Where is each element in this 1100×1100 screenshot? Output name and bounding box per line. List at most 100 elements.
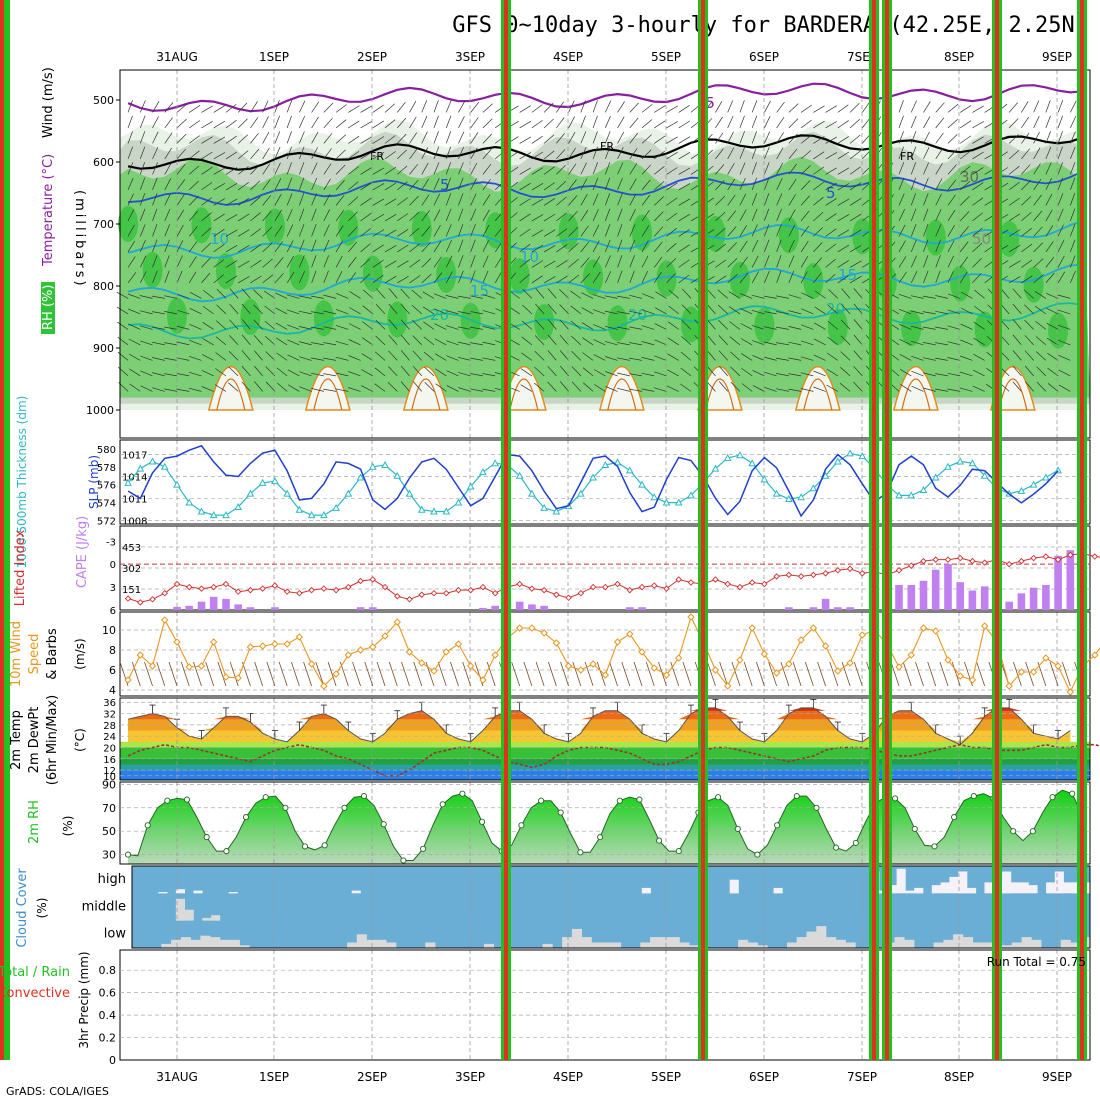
wind-barb [275, 292, 288, 299]
wind-barb [580, 209, 589, 222]
wind-barb [616, 295, 630, 299]
contour-label: 15 [470, 282, 489, 300]
wind-barb [519, 105, 531, 113]
wind-barb [751, 309, 765, 315]
wind-barb [752, 340, 765, 346]
wind-barb [568, 227, 579, 237]
thickness-line-point [320, 511, 328, 519]
rh2m-point [1049, 794, 1056, 801]
wind-barb [654, 211, 664, 222]
wind-barb [730, 381, 741, 392]
wind-barb [238, 260, 250, 268]
wind-barb [361, 337, 373, 346]
wind-barb [457, 326, 471, 330]
wind-barb [1045, 131, 1051, 144]
wind-barb [837, 104, 849, 113]
surface-wind-barb [890, 661, 900, 687]
wind-barb [959, 196, 970, 206]
wind-barb [972, 242, 983, 253]
wind-barb [641, 388, 655, 392]
rh-high-cell [827, 308, 848, 345]
lifted-index-point [773, 573, 780, 580]
rh2m-point [577, 849, 584, 856]
wind-barb [128, 308, 141, 315]
wind-barb [482, 118, 493, 129]
wind-barb [935, 295, 949, 299]
wind-barb [372, 120, 384, 129]
wind-barb [706, 381, 716, 392]
surface-wind-barb [915, 661, 924, 687]
wind-barb [800, 340, 814, 346]
wind-barb [201, 105, 213, 113]
wind-barb [973, 353, 985, 361]
wind-barb [1034, 291, 1047, 299]
wind-barb [213, 182, 226, 191]
wind-barb [727, 115, 734, 129]
lifted-index-point [663, 585, 670, 592]
wind-barb [201, 370, 214, 377]
warm-isotherm [803, 378, 833, 411]
wind-barb [960, 355, 973, 361]
wind-barb [629, 310, 643, 315]
wind-barb [360, 258, 371, 268]
thickness-line-point [662, 498, 671, 506]
wind-speed-line-point [479, 676, 487, 684]
wind-barb [923, 208, 929, 222]
cloud-low-bar [787, 942, 798, 948]
wind-barb [433, 240, 442, 253]
wind-barb [655, 291, 667, 299]
wind-barb [323, 102, 334, 113]
wind-barb [641, 179, 651, 191]
wind-barb [384, 103, 395, 113]
wind-barb [853, 303, 863, 315]
wind-barb [409, 275, 421, 284]
wind-barb [853, 350, 863, 361]
wind-barb [1008, 229, 1021, 237]
wind-barb [1033, 131, 1040, 144]
thickness-line-point [944, 462, 952, 470]
wind-barb [653, 241, 663, 253]
lifted-index-point [394, 593, 401, 600]
wind-barb [434, 308, 447, 315]
wind-barb [547, 303, 557, 315]
rh2m-point [538, 797, 545, 804]
wind-barb [629, 255, 635, 268]
wind-barb [397, 117, 407, 129]
wind-unit-label: (m/s) [73, 638, 87, 669]
wind-barb [960, 323, 973, 330]
wind-barb [521, 336, 533, 346]
wind-barb [653, 387, 667, 392]
wind-barb [763, 326, 777, 330]
wind-barb [470, 193, 477, 206]
thickness-line-point [576, 489, 585, 497]
wind-barb [176, 179, 186, 191]
wind-barb [127, 224, 135, 237]
wind-barb [1008, 134, 1019, 144]
wind-barb [837, 198, 850, 206]
wind-barb [727, 226, 737, 237]
wind-barb [678, 274, 690, 284]
wind-barb [335, 104, 347, 113]
thickness-line-point [258, 478, 267, 486]
wind-barb [127, 240, 136, 253]
wind-barb [629, 224, 636, 237]
cape-bar [980, 586, 989, 610]
surface-wind-barb [756, 661, 765, 687]
wind-barb [1057, 208, 1064, 222]
wind-barb [445, 255, 453, 268]
wind-barb [201, 166, 213, 175]
wind-barb [117, 321, 129, 330]
wind-barb [543, 213, 556, 222]
wind-barb [715, 211, 726, 222]
rh2m-point [616, 797, 623, 804]
wind-speed-line-point [148, 662, 157, 670]
wind-barb [543, 166, 555, 175]
wind-barb [375, 319, 386, 330]
wind-barb [152, 193, 158, 206]
wind-barb [580, 273, 591, 284]
wind-barb [752, 370, 765, 377]
wind-speed-line-point [809, 624, 818, 632]
cloud-low-bar [581, 937, 592, 948]
wind-barb [335, 149, 346, 160]
wind-barb [1021, 164, 1031, 175]
